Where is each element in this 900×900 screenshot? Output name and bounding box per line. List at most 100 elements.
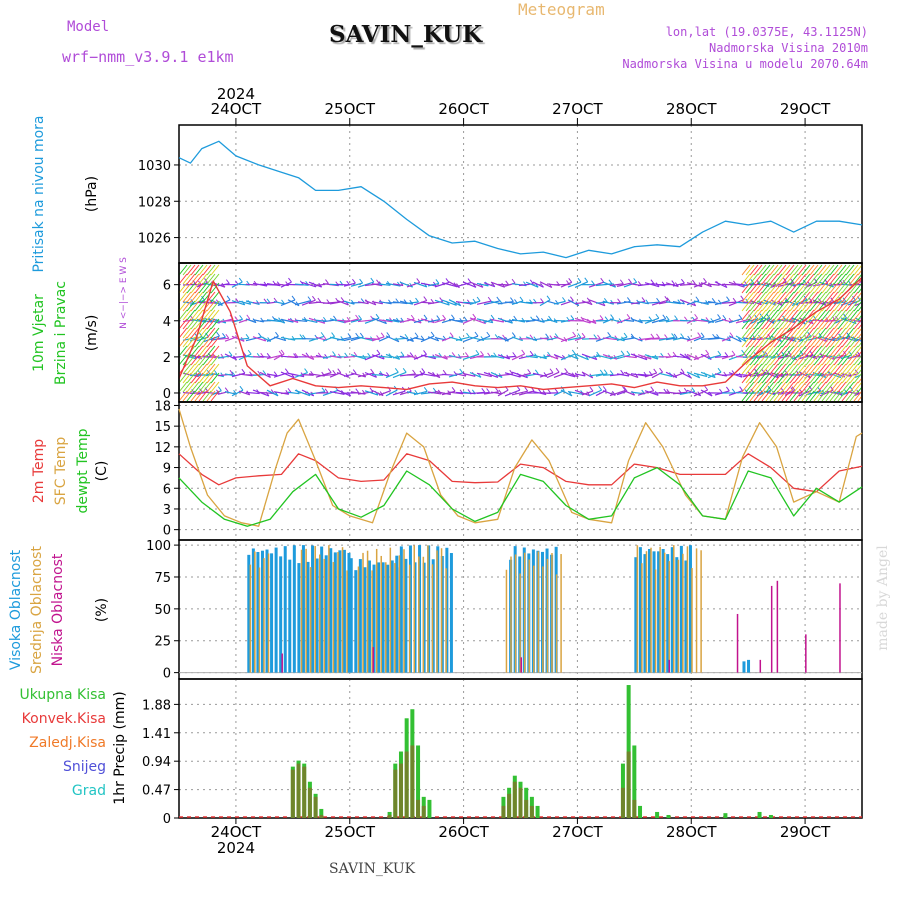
wind-barb-flag [726,296,730,302]
low-cloud-bar [805,634,807,673]
wind-barb-edge [809,300,819,312]
wind-barb [469,354,484,360]
wind-barb-edge [849,390,859,402]
wind-barb [364,300,377,306]
wind-barb-edge [186,363,196,375]
precip-conv-bar [410,745,415,818]
wind-barb-flag [648,316,653,321]
wind-barb-edge [837,300,847,312]
precip-conv-bar [512,781,517,818]
y-tick-label: 0.47 [142,784,171,799]
wind-barb [581,317,597,324]
high-cloud-bar [342,549,346,673]
wind-barb-flag [626,297,631,302]
wind-barb-edge [179,300,188,312]
wind-barb-flag [359,332,364,338]
wind-barb-flag [474,331,479,337]
wind-barb-edge [801,390,811,402]
y-tick-label: 2 [163,351,171,366]
wind-barb-edge [821,345,831,357]
wind-barb-flag [463,316,468,322]
wind-barb-edge [745,381,755,393]
wind-barb [343,336,359,342]
wind-barb-edge [757,264,767,276]
wind-barb [714,281,728,289]
mid-cloud-bar [555,574,558,673]
wind-barb [588,373,604,377]
wind-barb-flag [457,354,462,359]
cloud-unit: (%) [94,598,110,622]
wind-barb-flag [246,314,251,320]
wind-barb-flag [352,278,356,284]
wind-barb [392,371,407,379]
wind-barb [273,372,289,378]
wind-barb-flag [529,350,534,356]
wind-barb-edge [749,336,759,348]
wind-barb-edge [206,345,216,357]
wind-barb-flag [320,332,325,337]
date-label-bottom: 27OCT [552,823,603,841]
wind-barb [273,353,285,361]
wind-barb-edge [837,309,847,321]
wind-barb-edge [845,381,855,393]
wind-barb-flag [527,369,532,374]
wind-barb [854,302,862,307]
wind-barb-flag [273,297,278,303]
wind-barb [560,389,573,397]
wind-barb-edge [809,363,819,375]
wind-barb-edge [829,327,839,339]
wind-barb [245,318,257,324]
wind-barb-flag [712,333,717,339]
wind-barb-edge [853,327,862,339]
wind-barb-flag [707,355,712,360]
wind-barb [742,372,758,378]
wind-barb-flag [771,390,776,396]
wind-barb-edge [805,291,815,303]
wind-barb [588,355,600,359]
wind-barb-edge [825,345,835,357]
wind-barb [602,337,618,341]
wind-barb [560,281,572,288]
wind-barb-flag [480,350,484,356]
wind-barb-flag [584,277,589,283]
mid-cloud-bar [645,551,648,673]
wind-barb-edge [817,345,827,357]
temp-unit: (C) [94,461,110,482]
wind-barb-edge [805,264,815,276]
mid-cloud-bar [654,569,657,673]
wind-barb-edge [210,372,220,384]
wind-barb-flag [395,337,400,343]
wind-barb [602,300,614,305]
wind-barb [448,354,462,359]
wind-barb-edge [785,390,795,402]
wind-barb-flag [680,333,685,338]
station-title: SAVIN_KUK [329,21,483,48]
wind-barb [455,336,470,342]
wind-barb-flag [216,331,220,337]
wind-barb [672,282,685,287]
wind-barb-edge [765,264,775,276]
mid-cloud-bar [408,564,411,673]
wind-barb [546,336,559,341]
wind-barb-edge [837,381,847,393]
high-cloud-bar [279,556,283,673]
wind-barb [686,389,701,397]
wind-barb-flag [458,336,463,341]
wind-barb [322,389,338,397]
wind-barb-edge [773,345,783,357]
wind-barb-flag [792,318,796,323]
wind-barb-flag [799,350,804,355]
wind-barb [476,372,492,378]
wind-barb [679,299,696,307]
high-cloud-bar [265,549,269,673]
wind-barb-edge [841,300,851,312]
wind-barb-edge [797,327,807,339]
wind-barb [210,317,226,324]
wind-barb [574,281,588,289]
wind-barb [385,371,399,379]
wind-barb-flag [502,334,506,340]
high-cloud-bar [251,548,255,673]
wind-barb [665,319,678,323]
wind-barb-flag [487,296,492,302]
wind-barb-edge [202,264,212,276]
